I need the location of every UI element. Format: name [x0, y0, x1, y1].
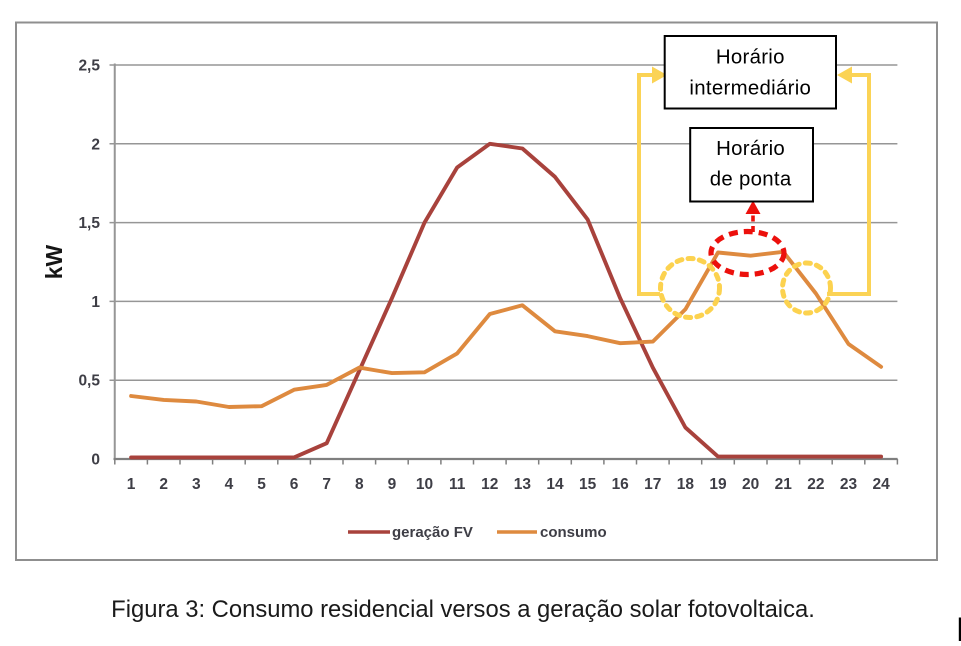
svg-text:Figura 3: Consumo residencial: Figura 3: Consumo residencial versos a g…	[111, 596, 815, 623]
svg-text:8: 8	[355, 476, 364, 493]
svg-text:15: 15	[579, 476, 597, 493]
svg-text:9: 9	[388, 476, 397, 493]
svg-text:18: 18	[677, 476, 695, 493]
svg-text:1: 1	[127, 476, 136, 493]
svg-text:2: 2	[91, 136, 100, 153]
svg-text:Horário: Horário	[716, 47, 785, 69]
svg-text:de ponta: de ponta	[710, 169, 792, 191]
svg-text:geração FV: geração FV	[392, 524, 473, 541]
svg-text:4: 4	[225, 476, 234, 493]
svg-text:2,5: 2,5	[78, 58, 100, 75]
svg-text:1: 1	[91, 294, 100, 311]
svg-text:Horário: Horário	[716, 138, 785, 160]
svg-text:16: 16	[612, 476, 630, 493]
svg-text:10: 10	[416, 476, 433, 493]
svg-text:21: 21	[775, 476, 793, 493]
svg-text:14: 14	[546, 476, 564, 493]
svg-text:2: 2	[159, 476, 168, 493]
svg-text:22: 22	[807, 476, 824, 493]
svg-text:12: 12	[481, 476, 498, 493]
svg-text:kW: kW	[41, 244, 67, 279]
svg-text:17: 17	[644, 476, 661, 493]
svg-text:13: 13	[514, 476, 532, 493]
svg-text:3: 3	[192, 476, 201, 493]
svg-text:7: 7	[322, 476, 331, 493]
svg-text:1,5: 1,5	[78, 215, 100, 232]
svg-text:24: 24	[872, 476, 890, 493]
svg-text:19: 19	[709, 476, 727, 493]
svg-text:11: 11	[449, 476, 466, 493]
svg-text:0,5: 0,5	[78, 373, 100, 390]
svg-text:20: 20	[742, 476, 759, 493]
svg-text:23: 23	[840, 476, 858, 493]
svg-text:0: 0	[91, 452, 100, 469]
svg-text:intermediário: intermediário	[689, 78, 811, 100]
svg-text:consumo: consumo	[540, 524, 607, 541]
svg-text:6: 6	[290, 476, 299, 493]
svg-text:5: 5	[257, 476, 266, 493]
